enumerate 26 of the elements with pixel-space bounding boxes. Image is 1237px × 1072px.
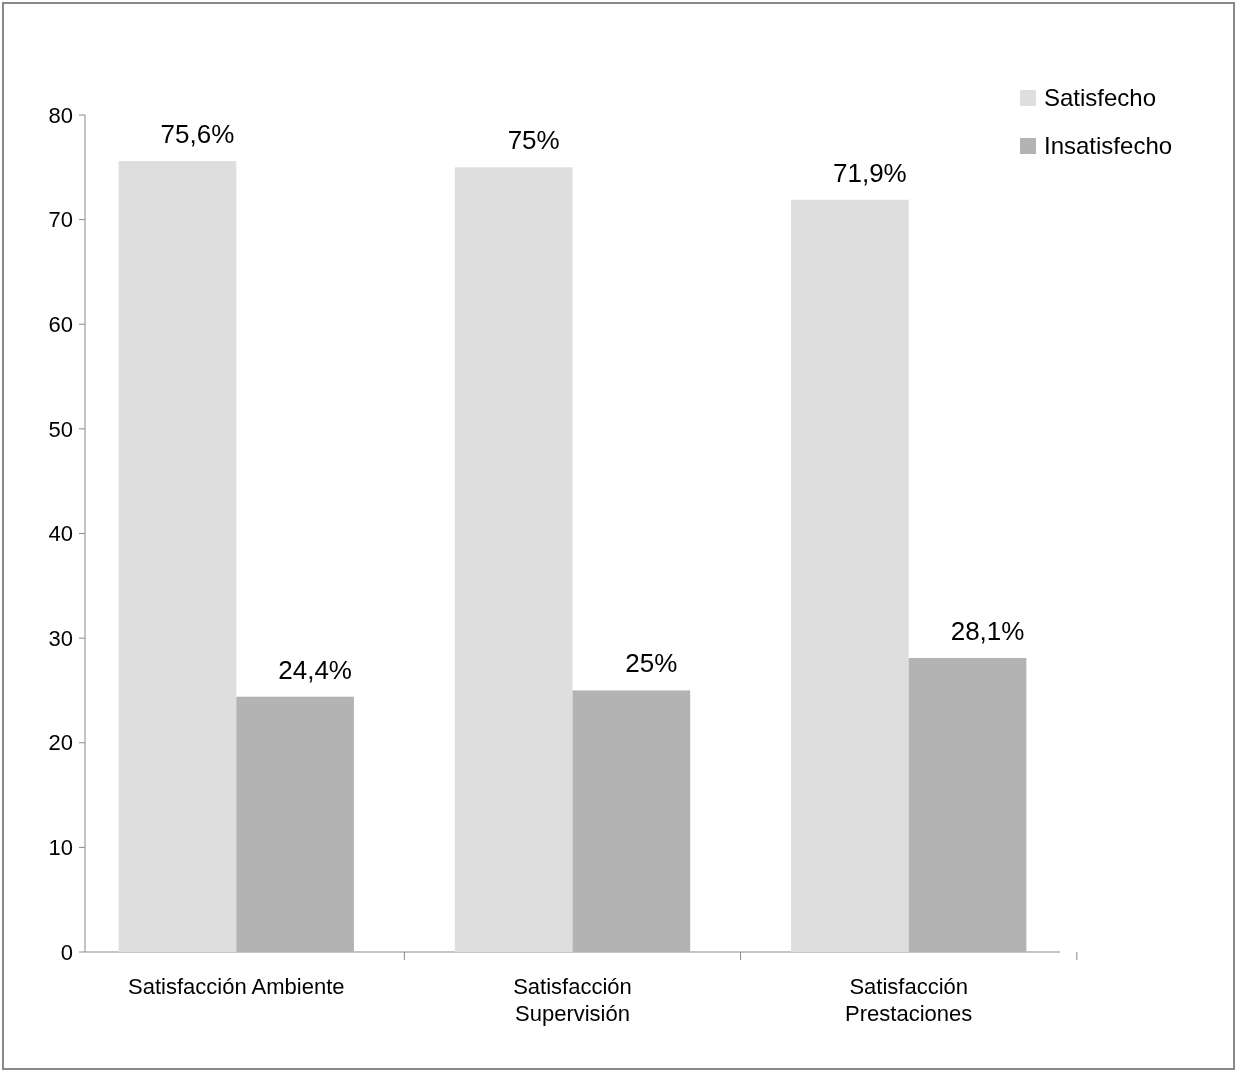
y-tick-label: 30 <box>48 625 73 651</box>
bar <box>908 658 1027 952</box>
x-tick-label: Satisfacción Supervisión <box>513 974 632 1026</box>
y-tick-label: 50 <box>48 416 73 442</box>
bar <box>236 696 354 952</box>
y-tick-label: 20 <box>48 730 73 756</box>
data-label: 28,1% <box>950 616 1025 646</box>
y-tick-label: 10 <box>48 835 73 861</box>
x-tick-label: Satisfacción Prestaciones <box>845 974 973 1026</box>
data-label: 25% <box>625 648 678 679</box>
y-tick-label: 60 <box>48 311 73 337</box>
data-label: 75,6% <box>160 119 235 150</box>
legend-label: Satisfecho <box>1044 84 1157 112</box>
y-tick-label: 40 <box>48 521 73 547</box>
bar <box>118 161 237 952</box>
bar <box>454 167 573 952</box>
legend-label: Insatisfecho <box>1044 132 1173 160</box>
x-tick-label: Satisfacción Ambiente <box>128 974 345 999</box>
y-tick-label: 70 <box>48 207 73 233</box>
y-tick-label: 80 <box>48 102 73 128</box>
data-label: 71,9% <box>833 157 907 188</box>
data-label: 75% <box>507 125 560 156</box>
bar <box>572 690 691 952</box>
y-tick-label: 0 <box>60 939 73 965</box>
data-label: 24,4% <box>278 654 352 685</box>
bar <box>791 199 909 952</box>
